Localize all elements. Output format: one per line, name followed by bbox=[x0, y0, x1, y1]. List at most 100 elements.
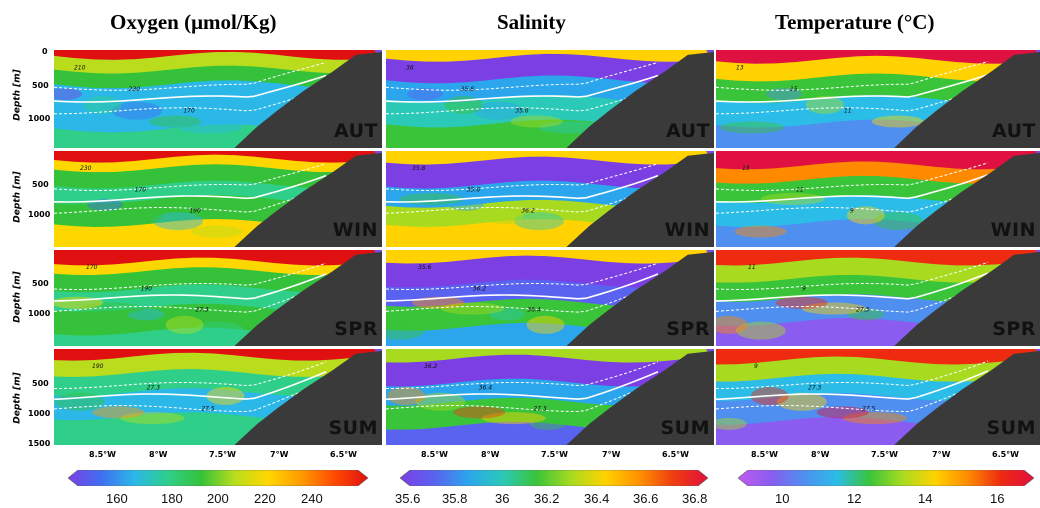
salinity-colorbar-label: 36 bbox=[495, 491, 510, 506]
water-patch bbox=[716, 417, 747, 430]
contour-label: 36.2 bbox=[473, 285, 487, 292]
contour-label: 190 bbox=[189, 207, 201, 214]
isopycnal-contour bbox=[716, 61, 989, 91]
isopycnal-contour bbox=[54, 371, 327, 401]
salinity-colorbar-label: 36.6 bbox=[633, 491, 659, 506]
water-layer bbox=[54, 250, 382, 266]
water-patch bbox=[805, 95, 844, 114]
seafloor-topography bbox=[234, 152, 382, 247]
temperature-title: Temperature (°C) bbox=[775, 10, 935, 34]
isopycnal-contour bbox=[716, 282, 989, 313]
contour-label: 170 bbox=[183, 108, 195, 115]
season-label: SPR bbox=[334, 318, 378, 340]
oxygen-colorbar-label: 240 bbox=[301, 491, 323, 506]
water-patch bbox=[124, 206, 163, 225]
water-patch bbox=[873, 212, 923, 231]
season-label: AUT bbox=[665, 120, 710, 142]
longitude-tick: 7.5°W bbox=[541, 450, 568, 459]
isopycnal-contour bbox=[386, 380, 659, 413]
season-label: SUM bbox=[986, 417, 1036, 439]
contour-label: 9 bbox=[802, 285, 806, 292]
salinity-title: Salinity bbox=[497, 10, 566, 34]
contour-label: 190 bbox=[141, 285, 153, 292]
season-label: AUT bbox=[991, 120, 1036, 142]
water-patch bbox=[206, 387, 245, 406]
water-layer bbox=[386, 53, 714, 84]
contour-label: 35.6 bbox=[418, 264, 432, 271]
contour-label: 35.8 bbox=[412, 165, 426, 172]
contour-label: 170 bbox=[135, 186, 147, 193]
water-layer bbox=[716, 356, 1040, 382]
isopycnal-contour bbox=[386, 74, 659, 103]
depth-tick: 1000 bbox=[28, 309, 51, 318]
contour-label: 15 bbox=[790, 86, 798, 93]
season-label: WIN bbox=[332, 219, 378, 241]
water-layer bbox=[54, 267, 382, 293]
temperature-section-plot: 13 15 11 bbox=[716, 50, 1040, 148]
longitude-tick: 8.5°W bbox=[421, 450, 448, 459]
contour-label: 35.6 bbox=[467, 186, 481, 193]
water-patch bbox=[386, 321, 425, 340]
contour-label: 230 bbox=[129, 86, 141, 93]
water-patch bbox=[120, 412, 185, 425]
isopycnal-contour bbox=[386, 371, 659, 401]
water-patch bbox=[54, 392, 105, 411]
longitude-tick: 8°W bbox=[811, 450, 830, 459]
temperature-colorbar-label: 12 bbox=[847, 491, 862, 506]
water-patch bbox=[194, 321, 244, 340]
water-patch bbox=[79, 302, 144, 315]
salinity-section-plot: 35.8 35.6 36.2 bbox=[386, 151, 714, 247]
temperature-section-spr: 11 9 27.3 SPR bbox=[716, 250, 1040, 346]
oxygen-colorbar-label: 200 bbox=[207, 491, 229, 506]
water-patch bbox=[386, 225, 424, 238]
oxygen-colorbar bbox=[68, 470, 368, 486]
isopycnal-contour bbox=[716, 85, 989, 115]
oxygen-section-plot: 210 230 170 bbox=[54, 50, 382, 148]
contour-label: 13 bbox=[736, 65, 744, 72]
temperature-section-aut: 13 15 11 AUT bbox=[716, 50, 1040, 148]
depth-tick: 500 bbox=[32, 279, 49, 288]
water-patch bbox=[846, 206, 885, 225]
isopycnal-contour bbox=[716, 73, 989, 103]
water-patch bbox=[848, 308, 884, 321]
season-label: SPR bbox=[666, 318, 710, 340]
depth-tick: 1000 bbox=[28, 409, 51, 418]
water-patch bbox=[776, 392, 827, 411]
isopycnal-contour bbox=[54, 61, 327, 91]
water-patch bbox=[448, 198, 484, 211]
depth-tick: 500 bbox=[32, 180, 49, 189]
contour-label: 9 bbox=[850, 207, 854, 214]
seafloor-topography bbox=[894, 350, 1040, 445]
isopycnal-contour bbox=[386, 273, 659, 302]
isopycnal-contour bbox=[716, 370, 989, 401]
salinity-colorbar-label: 35.6 bbox=[395, 491, 421, 506]
longitude-tick: 8.5°W bbox=[89, 450, 116, 459]
salinity-section-plot: 35.6 36.2 36.4 bbox=[386, 250, 714, 346]
isopycnal-contour bbox=[386, 174, 659, 203]
isopycnal-contour bbox=[54, 174, 327, 203]
depth-axis-label: Depth [m] bbox=[12, 372, 23, 424]
contour-label: 15 bbox=[742, 165, 750, 172]
oxygen-section-win: 230 170 190 WIN bbox=[54, 151, 382, 247]
isopycnal-contour bbox=[54, 74, 327, 103]
contour-label: 27.5 bbox=[201, 405, 215, 412]
water-patch bbox=[169, 417, 205, 430]
isopycnal-contour bbox=[54, 185, 327, 214]
salinity-section-spr: 35.6 36.2 36.4 SPR bbox=[386, 250, 714, 346]
longitude-tick: 7°W bbox=[270, 450, 289, 459]
contour-label: 27.3 bbox=[808, 384, 822, 391]
water-patch bbox=[407, 88, 443, 101]
salinity-colorbar bbox=[400, 470, 708, 486]
contour-label: 35.6 bbox=[515, 108, 529, 115]
isopycnal-contour bbox=[716, 360, 989, 389]
depth-tick: 1500 bbox=[28, 439, 51, 448]
oxygen-section-plot: 190 27.3 27.5 bbox=[54, 349, 382, 445]
water-patch bbox=[128, 308, 164, 321]
salinity-section-aut: 36 35.8 35.6 AUT bbox=[386, 50, 714, 148]
oxygen-section-plot: 230 170 190 bbox=[54, 151, 382, 247]
contour-label: 36.2 bbox=[424, 363, 438, 370]
contour-label: 36.2 bbox=[521, 207, 535, 214]
isopycnal-contour bbox=[716, 261, 989, 290]
water-patch bbox=[526, 315, 565, 334]
longitude-tick: 7.5°W bbox=[871, 450, 898, 459]
